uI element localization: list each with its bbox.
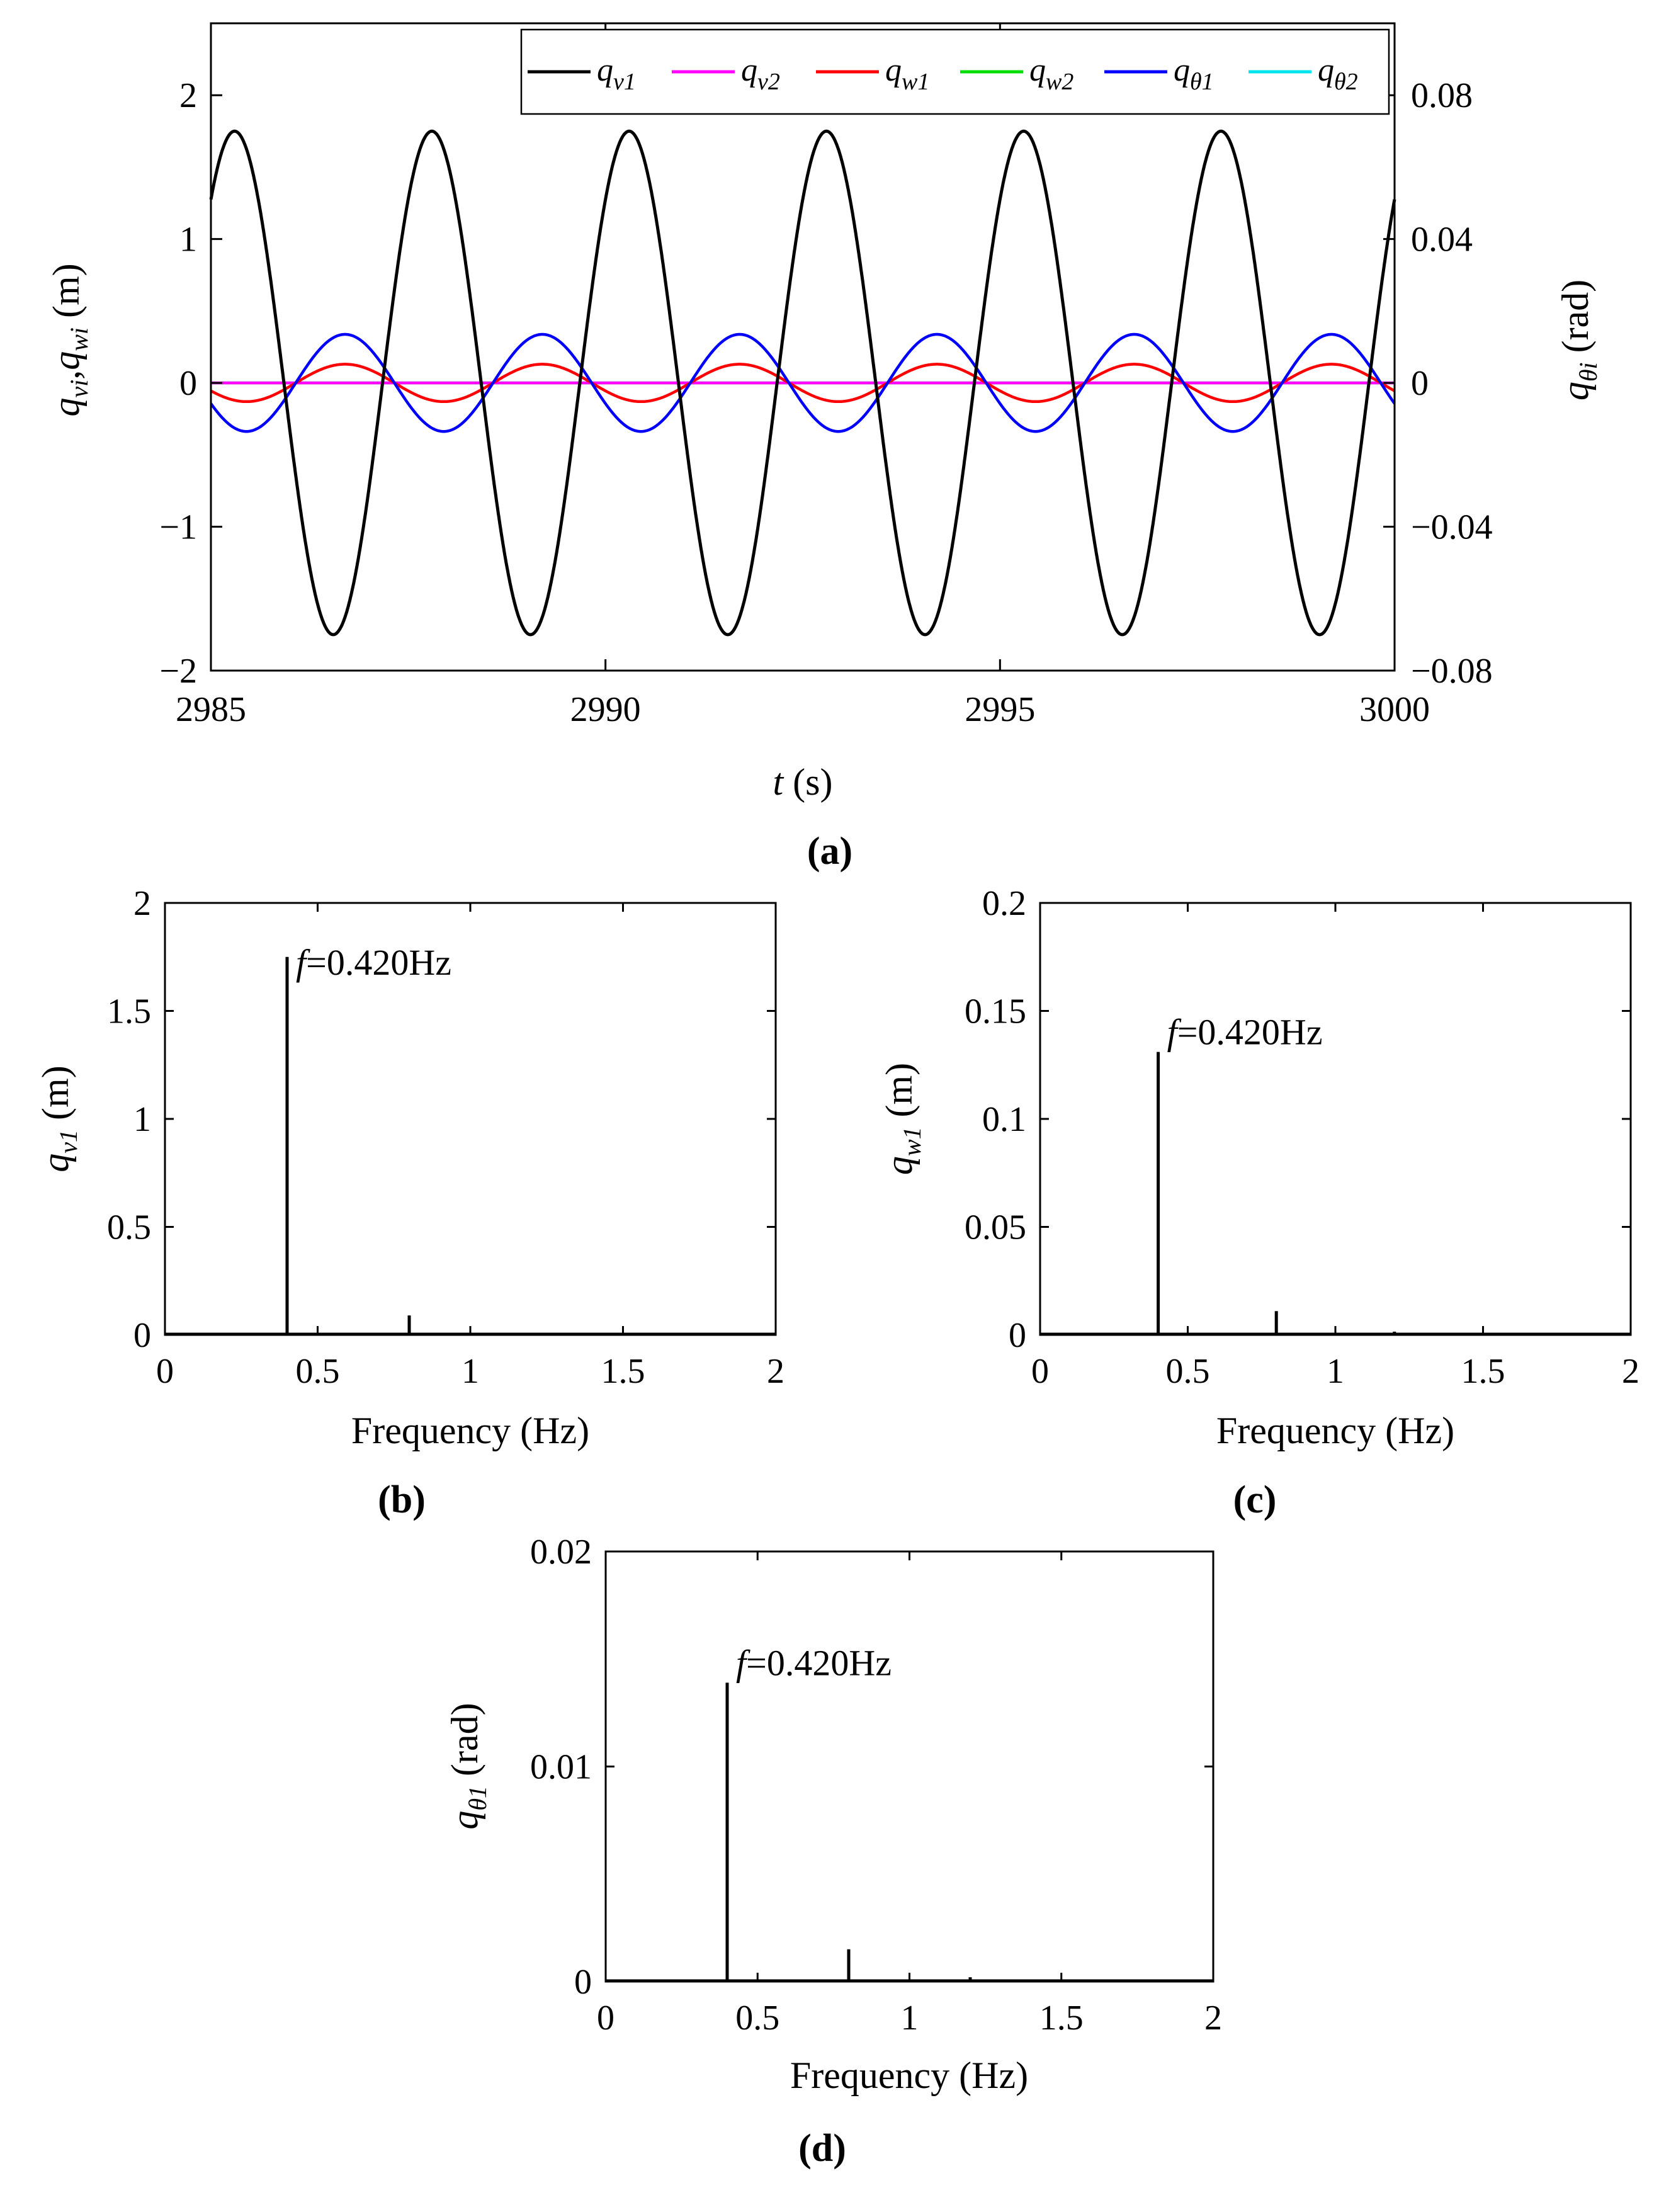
peak-annotation: f=0.420Hz [1167, 1012, 1323, 1053]
panel-a-legend: qv1 qv2 qw1 qw2 qθ1 qθ2 [520, 28, 1390, 115]
y-tick-label: 0.5 [107, 1208, 151, 1247]
panel-a-axes-box [210, 22, 1396, 672]
x-tick-label: 0.5 [1166, 1352, 1210, 1391]
y-tick-label: 0.01 [530, 1748, 592, 1787]
panel-a-curves [209, 129, 1396, 637]
panel-a-caption: (a) [807, 830, 852, 873]
right-y-tick-label: 0 [1411, 364, 1429, 403]
panel-d-caption: (d) [798, 2127, 846, 2170]
y-tick-label: 0.2 [982, 884, 1026, 923]
x-tick-label: 0.5 [735, 1999, 779, 2038]
panel-c-caption: (c) [1233, 1478, 1277, 1521]
x-tick-label: 1 [901, 1999, 919, 2038]
x-tick-label: 0.5 [296, 1352, 340, 1391]
y-tick-label: 0 [133, 1316, 151, 1355]
panel-a-x-ticks: 2985 2990 2995 3000 [176, 23, 1430, 729]
x-tick-label: 2995 [965, 690, 1035, 729]
x-tick-label: 3000 [1359, 690, 1430, 729]
series-line-w1 [210, 363, 1396, 404]
x-tick-label: 2 [1204, 1999, 1222, 2038]
y-tick-label: 0.1 [982, 1100, 1026, 1139]
y-tick-label: 1.5 [107, 992, 151, 1031]
right-y-tick-label: 0.04 [1411, 220, 1473, 259]
panel-a-right-y-label: qθi (rad) [1554, 280, 1602, 400]
x-tick-label: 1 [461, 1352, 479, 1391]
y-tick-label: 1 [133, 1100, 151, 1139]
left-y-tick-label: 1 [179, 220, 197, 259]
panel-c-marks: 0 0.5 1 1.5 2 0 0.05 0.1 0.15 0.2 f=0.420Hz [965, 884, 1639, 1391]
panel-b-spectrum: 0 0.5 1 1.5 2 0 0.5 1 1.5 2 f=0.420Hz Frequency (H… [35, 884, 784, 1521]
left-y-tick-label: 2 [179, 76, 197, 115]
y-tick-label: 0 [574, 1963, 592, 2002]
panel-d-x-label: Frequency (Hz) [790, 2055, 1028, 2096]
panel-a-left-y-label: qvi,qwi (m) [45, 263, 93, 416]
right-y-tick-label: −0.04 [1411, 508, 1493, 547]
panel-b-marks: 0 0.5 1 1.5 2 0 0.5 1 1.5 2 f=0.420Hz [107, 884, 784, 1391]
legend-label-w1: qw1 [885, 52, 929, 95]
panel-d-spectrum: 0 0.5 1 1.5 2 0 0.01 0.02 f=0.420Hz Frequency (H… [444, 1533, 1222, 2170]
legend-box [520, 28, 1390, 115]
x-tick-label: 2985 [176, 690, 246, 729]
legend-label-θ2: qθ2 [1318, 52, 1358, 95]
y-tick-label: 2 [133, 884, 151, 923]
left-y-tick-label: −2 [159, 652, 197, 691]
right-y-tick-label: 0.08 [1411, 76, 1473, 115]
panel-a-left-y-ticks: −2 −1 0 1 2 [159, 76, 222, 691]
x-tick-label: 1.5 [1039, 1999, 1084, 2038]
legend-label-w2: qw2 [1029, 52, 1073, 95]
peak-annotation: f=0.420Hz [736, 1642, 892, 1683]
panel-d-axes-box [604, 1550, 1215, 1983]
left-y-tick-label: 0 [179, 364, 197, 403]
x-tick-label: 0 [597, 1999, 614, 2038]
y-tick-label: 0.02 [530, 1533, 592, 1572]
right-y-tick-label: −0.08 [1411, 652, 1493, 691]
panel-a-right-y-ticks: −0.08 −0.04 0 0.04 0.08 [1383, 76, 1493, 691]
panel-c-y-label: qw1 (m) [878, 1063, 926, 1175]
x-tick-label: 2 [767, 1352, 784, 1391]
panel-c-axes-box [1039, 902, 1632, 1336]
x-tick-label: 1.5 [1461, 1352, 1505, 1391]
panel-b-x-label: Frequency (Hz) [351, 1410, 589, 1451]
panel-d-y-label: qθ1 (rad) [444, 1703, 492, 1829]
panel-a-x-label: t (s) [773, 761, 833, 803]
y-tick-label: 0.05 [965, 1208, 1026, 1247]
panel-c-x-label: Frequency (Hz) [1216, 1410, 1454, 1451]
x-tick-label: 0 [156, 1352, 174, 1391]
x-tick-label: 1.5 [601, 1352, 645, 1391]
panel-b-caption: (b) [378, 1478, 426, 1521]
series-line-v1 [209, 129, 1396, 637]
y-tick-label: 0.15 [965, 992, 1026, 1031]
x-tick-label: 2 [1622, 1352, 1639, 1391]
panel-b-axes-box [164, 902, 777, 1336]
panel-c-spectrum: 0 0.5 1 1.5 2 0 0.05 0.1 0.15 0.2 f=0.420Hz Freque… [878, 884, 1639, 1521]
x-tick-label: 0 [1031, 1352, 1049, 1391]
panel-d-marks: 0 0.5 1 1.5 2 0 0.01 0.02 f=0.420Hz [530, 1533, 1222, 2038]
left-y-tick-label: −1 [159, 508, 197, 547]
legend-label-v2: qv2 [741, 52, 780, 95]
x-tick-label: 1 [1327, 1352, 1344, 1391]
peak-annotation: f=0.420Hz [296, 942, 451, 983]
y-tick-label: 0 [1009, 1316, 1026, 1355]
series-line-θ1 [210, 332, 1396, 433]
legend-label-θ1: qθ1 [1174, 52, 1214, 95]
panel-b-y-label: qv1 (m) [35, 1065, 82, 1172]
x-tick-label: 2990 [570, 690, 641, 729]
panel-a-time-series: 2985 2990 2995 3000 −2 −1 0 1 2 −0.08 −0.04 0 0.04… [45, 22, 1602, 873]
legend-label-v1: qv1 [597, 52, 636, 95]
